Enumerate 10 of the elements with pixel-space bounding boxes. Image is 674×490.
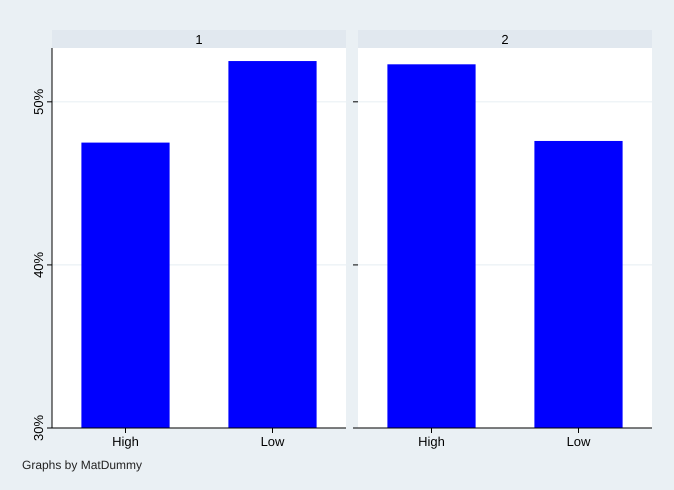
y-tick-label: 30% (31, 414, 46, 442)
chart-title: 1 (195, 32, 203, 47)
x-tick-label: High (418, 434, 445, 449)
x-tick-label: Low (260, 434, 286, 449)
text: Graphs by MatDummy (22, 458, 142, 472)
x-tick-label: High (112, 434, 139, 449)
y-tick-label: 50% (31, 88, 46, 115)
y-tick-label: 40% (31, 251, 46, 278)
chart-title: 2 (501, 32, 509, 47)
x-tick-label: Low (566, 434, 592, 449)
